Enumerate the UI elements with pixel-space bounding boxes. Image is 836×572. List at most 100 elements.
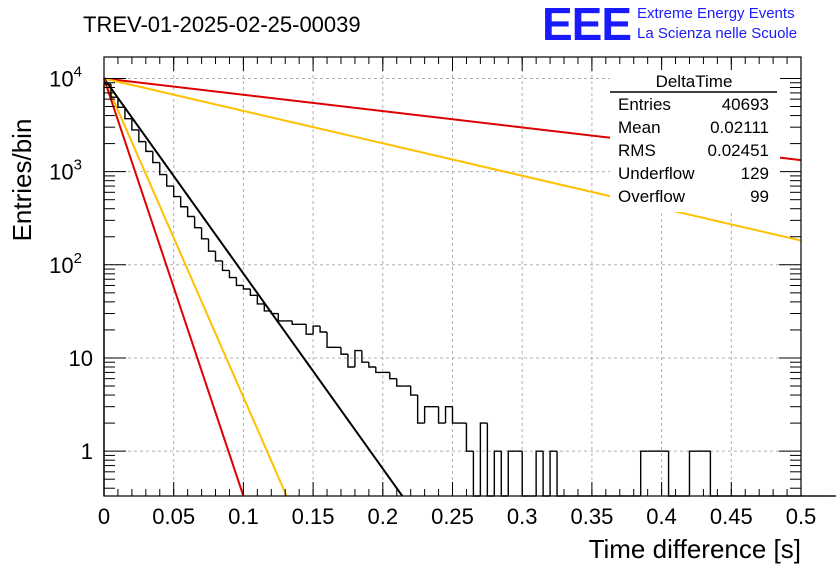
- histogram-bin: [145, 141, 153, 153]
- y-tick-exponent: 4: [74, 63, 82, 80]
- histogram-bin: [709, 451, 718, 497]
- eee-logo-text: EEE: [542, 0, 631, 50]
- stats-row-value: 40693: [722, 95, 769, 114]
- x-tick-labels: 0 0.05 0.1 0.15 0.2 0.25 0.3 0.35 0.4 0.45 0.5: [98, 504, 816, 529]
- histogram-bin: [368, 362, 376, 368]
- histogram-bin: [347, 354, 355, 368]
- histogram-bin: [193, 216, 202, 229]
- eee-logo-line2: La Scienza nelle Scuole: [637, 25, 797, 42]
- histogram-bin: [465, 423, 474, 452]
- stats-row-label: Entries: [618, 95, 671, 114]
- y-tick-label: 103: [49, 157, 82, 185]
- histogram-bin: [486, 423, 495, 497]
- y-tick-exponent: 2: [74, 250, 82, 267]
- histogram-bin: [124, 107, 132, 120]
- x-tick-label: 0.4: [646, 504, 677, 529]
- x-tick-label: 0.25: [431, 504, 474, 529]
- histogram-bin: [179, 196, 188, 208]
- stats-row-value: 0.02451: [708, 141, 769, 160]
- histogram-bin: [556, 451, 565, 497]
- histogram-bin: [340, 347, 348, 355]
- histogram-bin: [152, 151, 160, 164]
- histogram-bin: [256, 295, 265, 305]
- histogram-bin: [138, 129, 146, 143]
- histogram-bin: [416, 395, 425, 424]
- stats-row-value: 99: [750, 187, 769, 206]
- histogram-bin: [437, 406, 446, 424]
- y-tick-labels: 1 10 102 103 104: [49, 63, 93, 464]
- axis-ticks: [103, 57, 802, 496]
- stats-row-label: Overflow: [618, 187, 686, 206]
- histogram-bin: [479, 422, 488, 496]
- y-axis-label: Entries/bin: [7, 119, 37, 242]
- histogram-bin: [354, 349, 362, 368]
- histogram-bin: [688, 450, 697, 496]
- x-axis-label: Time difference [s]: [589, 534, 801, 564]
- stats-row-label: RMS: [618, 141, 656, 160]
- histogram-bin: [270, 310, 279, 315]
- histogram-bin: [263, 303, 272, 312]
- y-tick-label: 104: [49, 63, 82, 91]
- histogram-bin: [375, 367, 383, 374]
- stats-row-label: Mean: [618, 118, 661, 137]
- histogram-bin: [409, 386, 418, 396]
- x-tick-label: 0.1: [228, 504, 259, 529]
- x-tick-label: 0.15: [292, 504, 335, 529]
- x-tick-label: 0.3: [507, 504, 538, 529]
- histogram-bin: [312, 325, 321, 335]
- histogram-bin: [242, 285, 251, 290]
- histogram-bin: [200, 227, 209, 240]
- histogram-bin: [214, 251, 223, 262]
- histogram-bin: [444, 405, 453, 424]
- fit-line: [103, 77, 802, 242]
- x-tick-label: 0.2: [368, 504, 399, 529]
- histogram-bin: [396, 378, 404, 387]
- histogram-bin: [521, 451, 530, 497]
- histogram-bin: [221, 260, 230, 272]
- histogram-bin: [319, 326, 328, 333]
- histogram-bin: [305, 324, 314, 335]
- histogram-bin: [173, 186, 181, 198]
- histogram-bin: [549, 450, 558, 496]
- fit-line: [103, 77, 404, 497]
- histogram-bin: [166, 174, 174, 187]
- histogram-bin: [291, 320, 300, 325]
- stats-box-background: [610, 70, 780, 212]
- histogram-bin: [186, 206, 195, 218]
- stats-row-label: Underflow: [618, 164, 695, 183]
- histogram-bin: [110, 84, 118, 98]
- histogram-bin: [500, 451, 509, 497]
- histogram-bin: [451, 406, 460, 424]
- chart-title: TREV-01-2025-02-25-00039: [83, 12, 361, 37]
- histogram-bin: [117, 97, 125, 109]
- x-tick-label: 0.35: [570, 504, 613, 529]
- histogram-bin: [542, 451, 551, 497]
- histogram-bin: [103, 83, 111, 496]
- histogram-bin: [423, 405, 432, 424]
- stats-box-title: DeltaTime: [656, 72, 733, 91]
- x-tick-label: 0.05: [152, 504, 195, 529]
- eee-logo-line1: Extreme Energy Events: [637, 5, 795, 22]
- histogram-bin: [535, 450, 544, 496]
- histogram-bin: [507, 450, 516, 496]
- histogram-bin: [667, 451, 676, 497]
- y-tick-label: 102: [49, 250, 82, 278]
- histogram-bin: [228, 270, 237, 279]
- y-tick-label: 10: [69, 346, 93, 371]
- histogram-bin: [493, 450, 502, 496]
- eee-logo: EEE Extreme Energy Events La Scienza nel…: [542, 0, 797, 50]
- histogram-bin: [472, 451, 481, 497]
- histogram-bin: [249, 288, 258, 297]
- fit-line: [103, 78, 288, 497]
- fit-line: [103, 78, 245, 497]
- y-tick-exponent: 3: [74, 157, 82, 174]
- histogram-bin: [159, 162, 167, 176]
- histogram-bin: [277, 313, 286, 322]
- x-tick-label: 0.5: [786, 504, 817, 529]
- y-tick-label: 1: [81, 439, 93, 464]
- stats-box: DeltaTime Entries 40693 Mean 0.02111 RMS…: [610, 70, 780, 212]
- fit-lines: [103, 77, 802, 497]
- histogram-bin: [131, 118, 139, 131]
- histogram-bin: [639, 450, 648, 496]
